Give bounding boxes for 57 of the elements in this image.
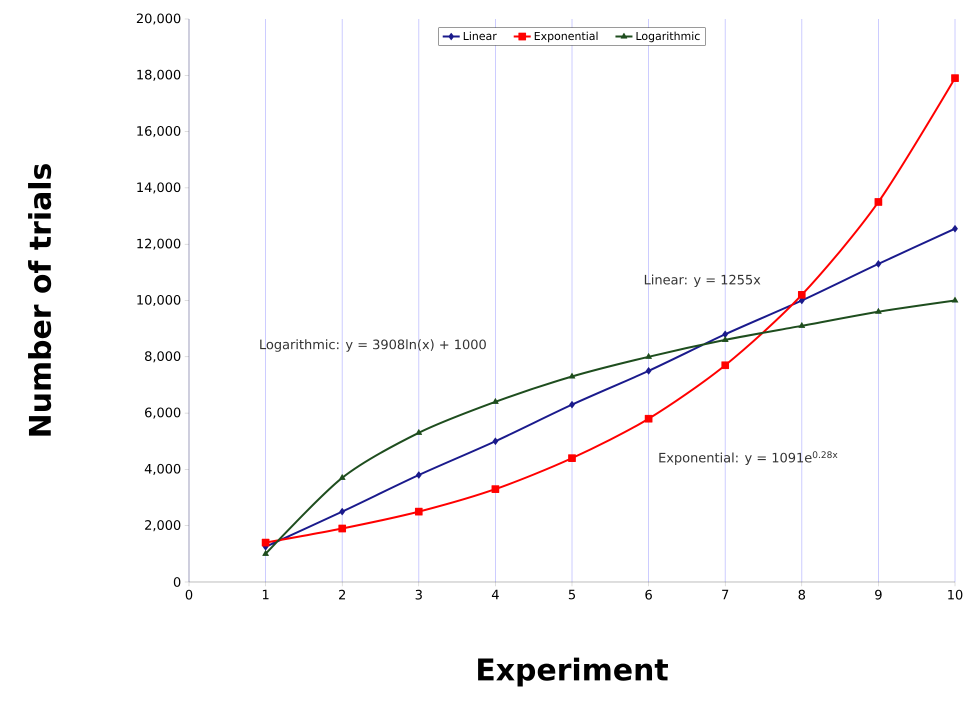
y-tick-label: 4,000 — [144, 464, 180, 475]
legend-label: Linear — [464, 32, 497, 40]
point — [646, 367, 652, 375]
y-tick-label: 18,000 — [137, 70, 180, 81]
y-tick-label: 14,000 — [137, 182, 180, 194]
point — [569, 400, 575, 408]
point — [875, 260, 882, 268]
point — [874, 198, 882, 206]
point — [568, 454, 576, 462]
point — [952, 296, 958, 303]
point — [338, 474, 346, 480]
point — [952, 224, 958, 233]
x-tick-label: 5 — [568, 590, 575, 600]
x-axis-title: Experiment — [478, 658, 668, 687]
point — [875, 308, 882, 314]
x-tick-label: 1 — [262, 590, 269, 600]
point — [798, 291, 806, 299]
point — [492, 398, 499, 404]
y-tick-label: 20,000 — [136, 13, 180, 25]
point — [722, 330, 728, 338]
point — [644, 414, 652, 423]
x-tick-label: 0 — [186, 590, 192, 600]
point — [645, 352, 652, 359]
annotation: Linear: y = 1255x — [644, 274, 760, 288]
y-tick-label: 0 — [174, 577, 180, 587]
x-tick-label: 8 — [798, 590, 806, 600]
y-tick-label: 12,000 — [137, 238, 180, 250]
y-tick-label: 8,000 — [145, 351, 180, 362]
y-tick-label: 16,000 — [137, 126, 180, 138]
annotation: Logarithmic: y = 3908ln(x) + 1000 — [260, 339, 486, 352]
point — [721, 361, 730, 370]
x-tick-label: 4 — [492, 590, 499, 600]
y-axis-title: Number of trials — [28, 164, 52, 436]
point — [414, 508, 423, 516]
point — [568, 372, 576, 379]
point — [262, 550, 269, 556]
point — [722, 336, 729, 342]
point — [951, 74, 959, 82]
point — [339, 508, 346, 516]
legend-label: Exponential — [534, 32, 598, 42]
point — [416, 471, 422, 479]
y-tick-label: 10,000 — [137, 294, 180, 306]
x-tick-label: 10 — [948, 590, 962, 600]
point — [338, 524, 346, 532]
x-tick-label: 6 — [645, 590, 652, 600]
y-tick-label: 2,000 — [145, 520, 180, 532]
legend-label: Logarithmic — [636, 32, 700, 42]
point — [492, 437, 498, 446]
x-tick-label: 3 — [416, 590, 422, 600]
x-tick-label: 7 — [722, 590, 728, 600]
point — [492, 485, 500, 493]
point — [798, 322, 806, 328]
x-tick-label: 2 — [339, 590, 346, 600]
x-tick-label: 9 — [875, 590, 882, 600]
y-tick-label: 6,000 — [145, 408, 180, 419]
annotation: Exponential: y = 1091e$^{0.28x}$ — [659, 451, 838, 466]
point — [262, 538, 270, 546]
